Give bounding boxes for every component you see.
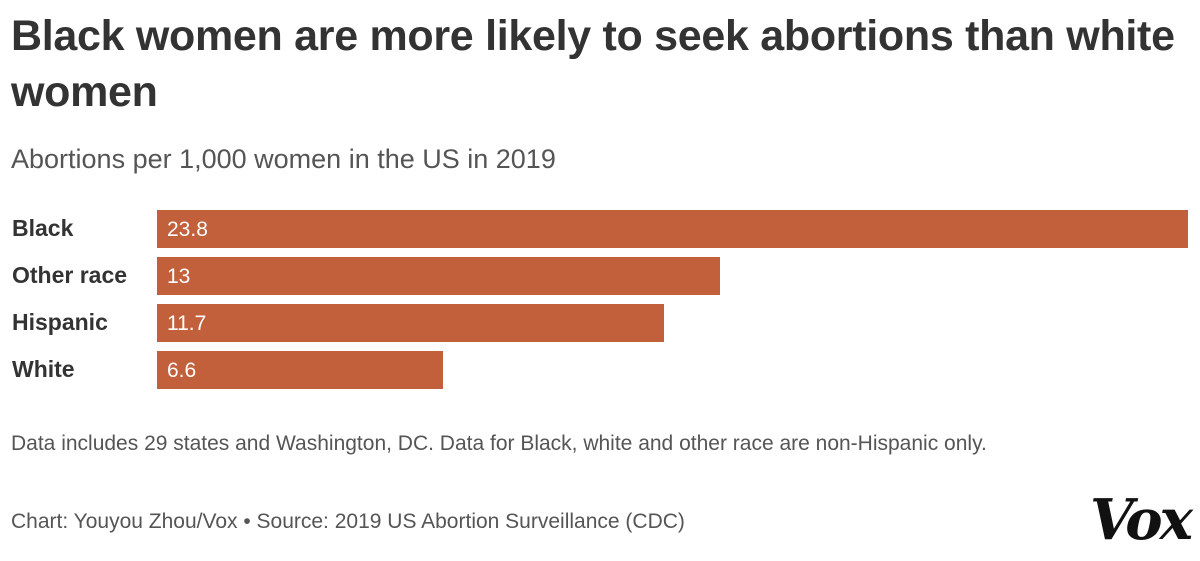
chart-subtitle: Abortions per 1,000 women in the US in 2… <box>11 144 556 174</box>
bar-value-label: 23.8 <box>167 218 208 241</box>
bar-row: Black 23.8 <box>0 206 1200 248</box>
source-credit: Chart: Youyou Zhou/Vox • Source: 2019 US… <box>11 510 685 533</box>
data-note: Data includes 29 states and Washington, … <box>11 432 987 455</box>
bar-value-label: 11.7 <box>167 312 207 335</box>
bar-value-label: 13 <box>167 265 191 288</box>
category-label: Black <box>12 215 74 241</box>
category-label: Hispanic <box>12 309 108 335</box>
bar-value-label: 6.6 <box>167 359 197 382</box>
bar-chart: Black 23.8 Other race 13 Hispanic 11.7 White 6.… <box>0 206 1200 396</box>
bar-row: Hispanic 11.7 <box>0 300 1200 342</box>
chart-title: Black women are more likely to seek abor… <box>11 12 1175 116</box>
bar <box>157 210 1188 248</box>
bar <box>157 351 443 389</box>
bar <box>157 304 664 342</box>
category-label: Other race <box>12 262 128 288</box>
vox-logo: Vox <box>1089 487 1193 553</box>
bar-row: Other race 13 <box>0 253 1200 295</box>
bar-row: White 6.6 <box>0 347 1200 389</box>
category-label: White <box>12 356 75 382</box>
bar <box>157 257 720 295</box>
